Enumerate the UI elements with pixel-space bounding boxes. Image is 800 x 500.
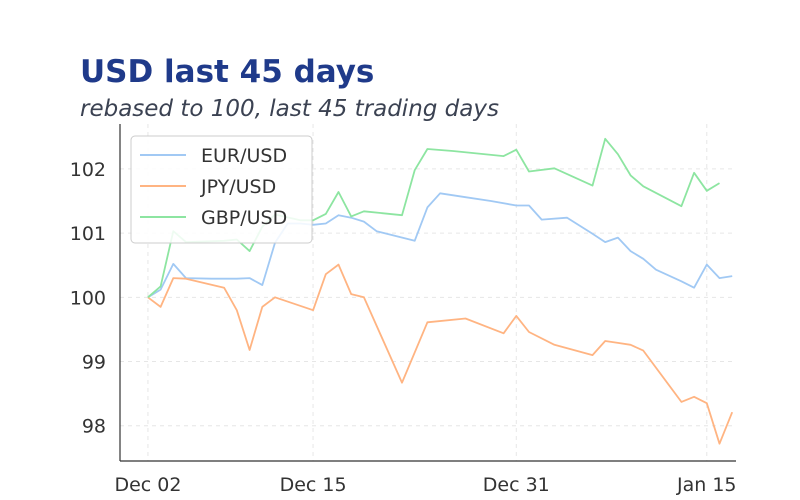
series-line-jpy-usd: [147, 263, 734, 445]
y-tick-label-98: 98: [82, 416, 106, 438]
chart-subtitle: rebased to 100, last 45 trading days: [80, 96, 499, 122]
y-tick-label-102: 102: [70, 159, 106, 181]
legend[interactable]: EUR/USD JPY/USD GBP/USD: [130, 135, 313, 244]
tick-labels: 98 99 100 101 102 Dec 02 Dec 15 Dec 31 Jan 15: [70, 159, 737, 496]
series-line-eur-usd: [147, 192, 733, 299]
y-tick-label-100: 100: [70, 287, 106, 309]
x-tick-label-jan-15: Jan 15: [676, 474, 737, 496]
x-tick-label-dec-31: Dec 31: [483, 474, 550, 496]
chart-title: USD last 45 days: [80, 54, 375, 90]
legend-label-jpy-usd: JPY/USD: [200, 176, 276, 198]
grid: [120, 124, 736, 461]
axes: [119, 124, 736, 462]
legend-label-gbp-usd: GBP/USD: [201, 207, 287, 229]
y-tick-label-99: 99: [82, 352, 106, 374]
x-tick-label-dec-02: Dec 02: [114, 474, 181, 496]
x-tick-label-dec-15: Dec 15: [280, 474, 347, 496]
y-tick-label-101: 101: [70, 223, 106, 245]
legend-label-eur-usd: EUR/USD: [201, 145, 287, 167]
